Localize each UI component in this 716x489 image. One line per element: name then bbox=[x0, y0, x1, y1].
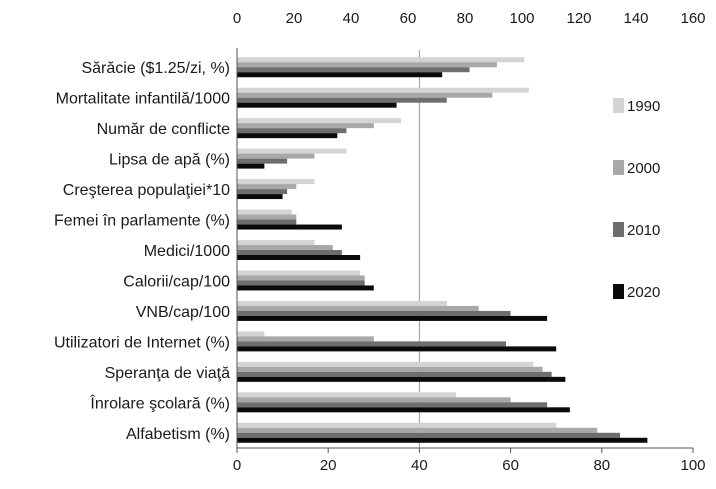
legend-label: 2010 bbox=[627, 222, 660, 239]
legend-swatch-1990 bbox=[613, 98, 624, 113]
bar-1990-4 bbox=[237, 179, 315, 185]
category-label: VNB/cap/100 bbox=[136, 304, 230, 321]
bar-1990-0 bbox=[237, 57, 525, 63]
bar-1990-5 bbox=[237, 209, 292, 215]
top-tick-label: 120 bbox=[566, 10, 591, 27]
bar-2000-10 bbox=[237, 366, 543, 372]
bar-2010-2 bbox=[237, 128, 347, 134]
top-tick-label: 140 bbox=[623, 10, 648, 27]
x-tick-label: 100 bbox=[680, 457, 705, 474]
x-tick-label: 80 bbox=[593, 457, 610, 474]
bar-2010-3 bbox=[237, 158, 288, 164]
bar-2020-3 bbox=[237, 163, 265, 169]
bar-2020-2 bbox=[237, 133, 338, 139]
bar-2010-12 bbox=[237, 432, 621, 438]
x-tick-label: 0 bbox=[233, 457, 241, 474]
category-label: Înrolare şcolară (%) bbox=[89, 393, 230, 412]
category-label: Calorii/cap/100 bbox=[123, 273, 230, 290]
bar-1990-11 bbox=[237, 392, 456, 398]
top-tick-label: 40 bbox=[343, 10, 360, 27]
bar-2000-12 bbox=[237, 427, 598, 433]
bar-2020-0 bbox=[237, 72, 443, 78]
bar-2010-9 bbox=[237, 341, 507, 347]
bar-2020-4 bbox=[237, 194, 283, 200]
bar-2000-6 bbox=[237, 245, 333, 250]
plot-area bbox=[236, 48, 648, 448]
category-label: Lipsa de apă (%) bbox=[109, 152, 230, 169]
bar-2010-7 bbox=[237, 280, 365, 286]
bar-2010-4 bbox=[237, 189, 288, 195]
top-tick-label: 20 bbox=[286, 10, 303, 27]
bar-2000-2 bbox=[237, 123, 374, 129]
bar-2020-11 bbox=[237, 407, 570, 413]
bar-2020-7 bbox=[237, 285, 374, 291]
bar-2020-8 bbox=[237, 315, 548, 321]
bar-2000-11 bbox=[237, 397, 511, 403]
bar-2020-6 bbox=[237, 255, 361, 260]
bar-1990-3 bbox=[237, 148, 347, 154]
category-label: Mortalitate infantilă/1000 bbox=[56, 91, 230, 108]
bar-2020-1 bbox=[237, 102, 397, 108]
bar-2020-9 bbox=[237, 346, 557, 352]
bar-1990-8 bbox=[237, 300, 447, 306]
category-label: Număr de conflicte bbox=[97, 121, 230, 138]
bar-2010-8 bbox=[237, 310, 511, 316]
category-label: Utilizatori de Internet (%) bbox=[54, 334, 230, 351]
category-label: Speranţa de viaţă bbox=[105, 365, 231, 382]
bar-2020-5 bbox=[237, 224, 342, 230]
bar-1990-2 bbox=[237, 118, 402, 124]
bar-2010-6 bbox=[237, 250, 342, 255]
bar-2010-10 bbox=[237, 371, 552, 377]
legend-swatch-2020 bbox=[613, 284, 624, 299]
x-tick-label: 40 bbox=[411, 457, 428, 474]
bottom-axis: 0 20 40 60 80 100 bbox=[233, 447, 706, 474]
bar-1990-6 bbox=[237, 240, 315, 245]
x-tick-label: 20 bbox=[320, 457, 337, 474]
bar-2020-10 bbox=[237, 376, 566, 382]
bar-1990-9 bbox=[237, 331, 265, 337]
top-tick-label: 80 bbox=[457, 10, 474, 27]
top-tick-label: 160 bbox=[680, 10, 705, 27]
bar-2010-5 bbox=[237, 219, 297, 225]
x-tick-label: 60 bbox=[502, 457, 519, 474]
bar-2020-12 bbox=[237, 437, 648, 443]
legend-label: 1990 bbox=[627, 98, 660, 115]
bar-1990-10 bbox=[237, 361, 534, 367]
bar-2000-0 bbox=[237, 62, 497, 68]
category-label: Creşterea populaţiei*10 bbox=[63, 182, 230, 199]
bar-2000-3 bbox=[237, 153, 315, 159]
bar-2000-9 bbox=[237, 336, 374, 342]
legend-label: 2000 bbox=[627, 160, 660, 177]
legend-label: 2020 bbox=[627, 284, 660, 301]
bar-2000-5 bbox=[237, 214, 297, 220]
bar-1990-7 bbox=[237, 270, 361, 276]
bar-2010-1 bbox=[237, 97, 447, 103]
legend-swatch-2010 bbox=[613, 222, 624, 237]
bar-2000-1 bbox=[237, 92, 493, 98]
category-label: Alfabetism (%) bbox=[126, 426, 230, 443]
bar-2010-11 bbox=[237, 402, 548, 408]
bar-1990-1 bbox=[237, 87, 529, 93]
top-tick-label: 60 bbox=[400, 10, 417, 27]
bar-1990-12 bbox=[237, 422, 557, 428]
top-tick-label: 0 bbox=[233, 10, 241, 27]
legend-swatch-2000 bbox=[613, 160, 624, 175]
category-labels: Sărăcie ($1.25/zi, %) Mortalitate infanti… bbox=[54, 60, 230, 443]
top-axis: 0 20 40 60 80 100 120 140 160 bbox=[233, 10, 706, 27]
legend: 1990 2000 2010 2020 bbox=[613, 98, 660, 301]
category-label: Sărăcie ($1.25/zi, %) bbox=[81, 60, 230, 77]
bar-2010-0 bbox=[237, 67, 470, 73]
category-label: Femei în parlamente (%) bbox=[54, 213, 230, 230]
category-label: Medici/1000 bbox=[144, 243, 230, 260]
bar-2000-4 bbox=[237, 184, 297, 190]
bar-2000-8 bbox=[237, 305, 479, 311]
bar-2000-7 bbox=[237, 275, 365, 281]
top-tick-label: 100 bbox=[509, 10, 534, 27]
